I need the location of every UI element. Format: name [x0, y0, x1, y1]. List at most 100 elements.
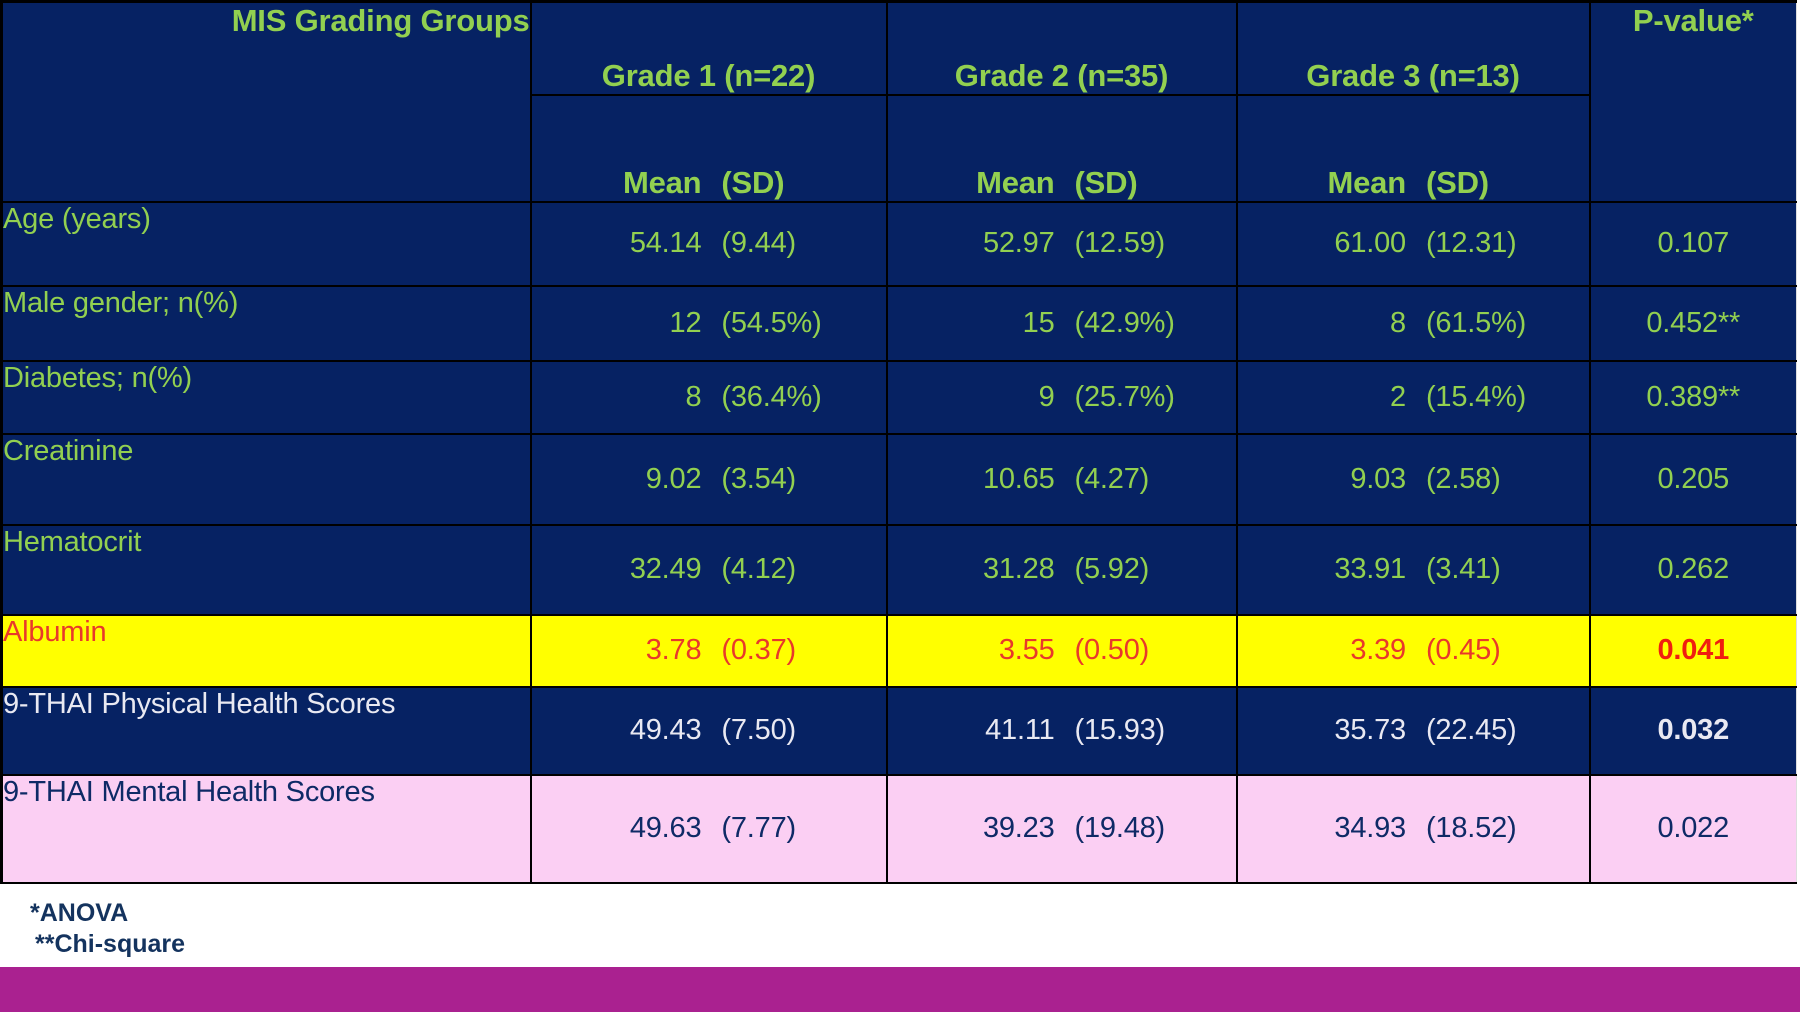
mean-value: 41.11: [985, 714, 1055, 746]
sd-value: (18.52): [1425, 812, 1517, 844]
p-value-text: 0.022: [1657, 812, 1730, 844]
row-label-text: Hematocrit: [3, 525, 142, 558]
sd-value: (42.9%): [1074, 306, 1175, 339]
mean-value: 10.65: [982, 462, 1055, 495]
sd-value: (15.93): [1074, 714, 1166, 746]
grade-3-value-cell: 34.93 (18.52): [1235, 773, 1591, 884]
sd-value: (19.48): [1074, 812, 1166, 844]
table-row: Albumin 3.78 (0.37) 3.55 (0.50) 3.39 (0.…: [0, 613, 1797, 688]
grade-2-label: Grade 2 (n=35): [954, 57, 1169, 93]
p-value-cell: 0.389**: [1588, 359, 1797, 435]
grade-3-value-cell: 61.00 (12.31): [1235, 200, 1591, 287]
p-value-cell: 0.041: [1588, 613, 1797, 688]
grade-1-label: Grade 1 (n=22): [601, 57, 816, 93]
row-label-cell: Albumin: [0, 613, 532, 688]
header-grade-2: Grade 2 (n=35): [885, 0, 1238, 96]
footnote-anova: *ANOVA: [30, 899, 129, 927]
header-p-value: P-value*: [1588, 0, 1797, 203]
sd-value: (7.50): [721, 714, 796, 746]
sd-value: (3.41): [1425, 553, 1501, 585]
mean-value: 32.49: [629, 553, 702, 585]
p-value-cell: 0.107: [1588, 200, 1797, 287]
sd-value: (7.77): [721, 812, 796, 844]
sd-value: (25.7%): [1074, 380, 1175, 413]
header-mean-sd-1: Mean (SD): [529, 93, 888, 203]
grade-1-value-cell: 32.49 (4.12): [529, 523, 888, 616]
table-row: Hematocrit 32.49 (4.12) 31.28 (5.92) 33.…: [0, 523, 1797, 616]
grade-3-value-cell: 8 (61.5%): [1235, 284, 1591, 362]
row-label-cell: 9-THAI Mental Health Scores: [0, 773, 532, 884]
table-header: MIS Grading Groups Grade 1 (n=22) Grade …: [0, 0, 1797, 203]
grade-1-value-cell: 8 (36.4%): [529, 359, 888, 435]
sd-value: (12.31): [1425, 227, 1517, 259]
sd-value: (4.27): [1074, 462, 1150, 495]
bottom-accent-bar: [0, 967, 1800, 1012]
row-label-text: 9-THAI Mental Health Scores: [3, 775, 375, 808]
row-label-cell: Age (years): [0, 200, 532, 287]
mean-label: Mean: [622, 164, 702, 200]
grade-3-value-cell: 2 (15.4%): [1235, 359, 1591, 435]
p-value-text: 0.041: [1657, 634, 1730, 666]
grade-3-value-cell: 9.03 (2.58): [1235, 432, 1591, 526]
row-label-cell: Hematocrit: [0, 523, 532, 616]
sd-value: (5.92): [1074, 553, 1150, 585]
mean-value: 52.97: [982, 227, 1055, 259]
row-label-cell: Diabetes; n(%): [0, 359, 532, 435]
mean-value: 8: [685, 380, 702, 413]
mean-value: 33.91: [1334, 553, 1406, 585]
sd-value: (12.59): [1074, 227, 1166, 259]
grade-3-value-cell: 33.91 (3.41): [1235, 523, 1591, 616]
sd-value: (15.4%): [1425, 380, 1527, 413]
sd-value: (36.4%): [721, 380, 822, 413]
grade-3-value-cell: 3.39 (0.45): [1235, 613, 1591, 688]
table-row: Male gender; n(%) 12 (54.5%) 15 (42.9%) …: [0, 284, 1797, 362]
mean-value: 31.28: [982, 553, 1055, 585]
mean-value: 8: [1390, 306, 1406, 339]
table-row: Creatinine 9.02 (3.54) 10.65 (4.27) 9.03…: [0, 432, 1797, 526]
mean-value: 9.03: [1350, 462, 1406, 495]
sd-label: (SD): [1425, 164, 1489, 200]
sd-value: (0.50): [1074, 634, 1150, 666]
p-value-label: P-value*: [1632, 3, 1754, 39]
row-label-cell: Male gender; n(%): [0, 284, 532, 362]
p-value-text: 0.205: [1657, 462, 1730, 495]
mean-value: 2: [1390, 380, 1406, 413]
sd-label: (SD): [1074, 164, 1138, 200]
row-label-text: Male gender; n(%): [3, 286, 239, 319]
mean-value: 61.00: [1334, 227, 1406, 259]
grade-2-value-cell: 39.23 (19.48): [885, 773, 1238, 884]
sd-value: (3.54): [721, 462, 796, 495]
grade-2-value-cell: 10.65 (4.27): [885, 432, 1238, 526]
sd-label: (SD): [721, 164, 785, 200]
sd-value: (61.5%): [1425, 306, 1527, 339]
p-value-text: 0.032: [1657, 714, 1730, 746]
header-row-group-label: MIS Grading Groups: [0, 0, 532, 203]
sd-value: (22.45): [1425, 714, 1517, 746]
p-value-cell: 0.205: [1588, 432, 1797, 526]
mean-value: 3.78: [645, 634, 702, 666]
mean-value: 34.93: [1334, 812, 1406, 844]
p-value-cell: 0.032: [1588, 685, 1797, 776]
row-label-text: Creatinine: [3, 434, 134, 467]
grade-1-value-cell: 54.14 (9.44): [529, 200, 888, 287]
row-label-cell: 9-THAI Physical Health Scores: [0, 685, 532, 776]
grade-1-value-cell: 12 (54.5%): [529, 284, 888, 362]
row-label-text: Age (years): [3, 202, 151, 235]
p-value-text: 0.107: [1657, 227, 1730, 259]
row-group-label-text: MIS Grading Groups: [231, 3, 530, 39]
header-row-groups: MIS Grading Groups Grade 1 (n=22) Grade …: [0, 0, 1797, 203]
row-label-text: Albumin: [3, 615, 107, 648]
mean-label: Mean: [1327, 164, 1407, 200]
grade-2-value-cell: 31.28 (5.92): [885, 523, 1238, 616]
grade-1-value-cell: 3.78 (0.37): [529, 613, 888, 688]
p-value-cell: 0.452**: [1588, 284, 1797, 362]
sd-value: (2.58): [1425, 462, 1501, 495]
mean-value: 12: [669, 306, 702, 339]
grade-3-value-cell: 35.73 (22.45): [1235, 685, 1591, 776]
p-value-cell: 0.262: [1588, 523, 1797, 616]
table-row: 9-THAI Mental Health Scores 49.63 (7.77)…: [0, 773, 1797, 884]
mean-value: 9.02: [645, 462, 702, 495]
mean-value: 54.14: [629, 227, 702, 259]
mean-value: 39.23: [982, 812, 1055, 844]
